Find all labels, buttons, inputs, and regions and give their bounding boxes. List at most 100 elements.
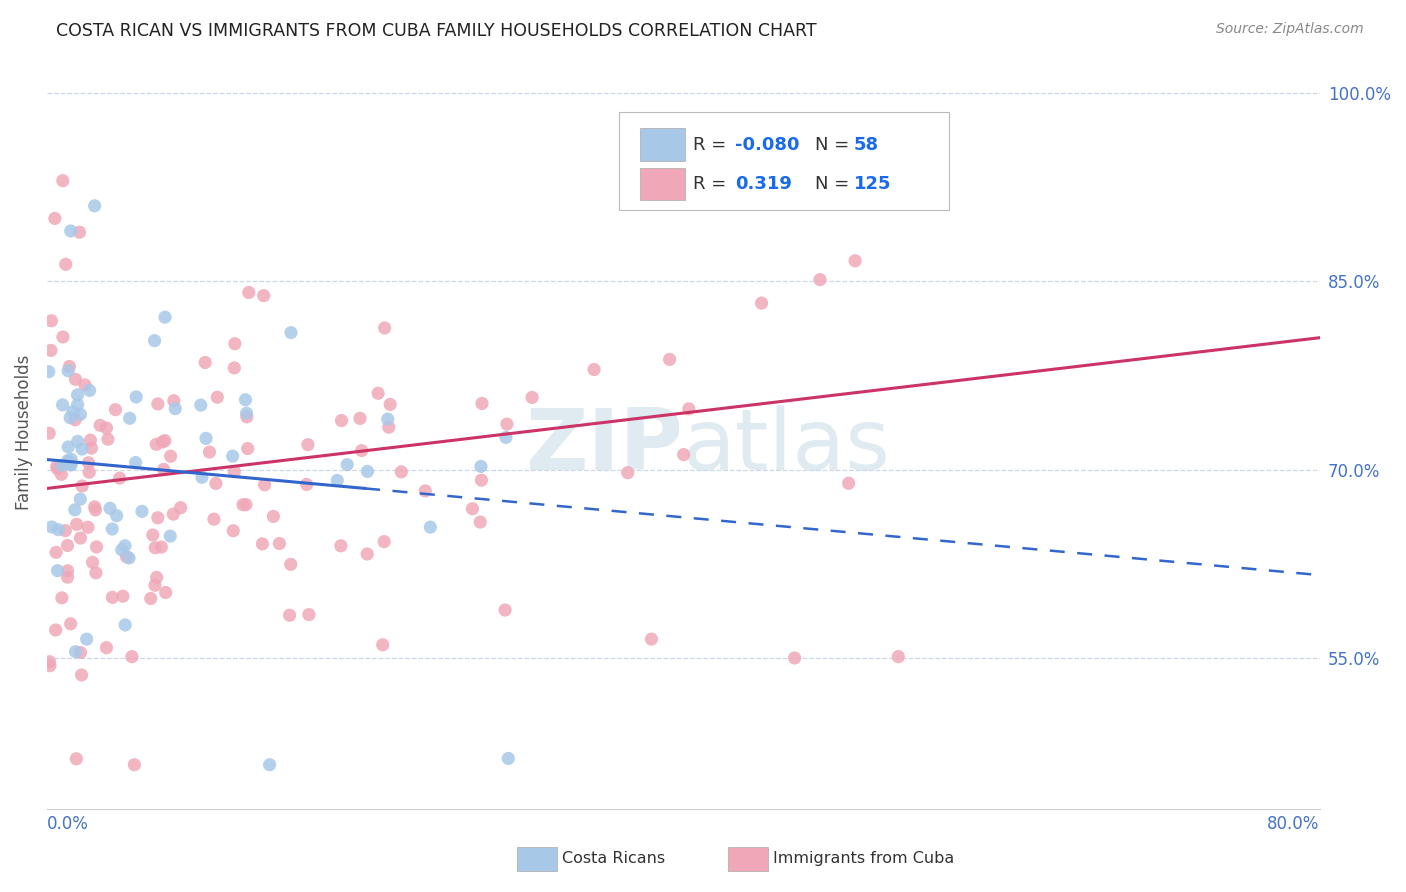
Point — [658, 352, 681, 367]
Point — [59, 224, 82, 238]
Point — [224, 465, 246, 479]
Point — [51, 458, 73, 473]
Text: atlas: atlas — [683, 406, 891, 489]
Point — [44, 211, 66, 226]
Point — [58, 440, 80, 454]
Point — [198, 445, 221, 459]
Point — [45, 545, 67, 559]
Point — [224, 336, 246, 351]
Text: 80.0%: 80.0% — [1267, 815, 1320, 833]
Point — [82, 555, 104, 569]
Point — [235, 392, 257, 407]
Point — [751, 296, 773, 310]
Point — [65, 372, 87, 386]
Point — [41, 520, 63, 534]
Point — [808, 272, 831, 286]
Point — [159, 449, 181, 463]
Point — [330, 413, 353, 427]
Point — [56, 570, 79, 584]
Point — [111, 542, 134, 557]
Point — [96, 421, 118, 435]
Text: Costa Ricans: Costa Ricans — [562, 852, 665, 866]
Point — [389, 465, 412, 479]
Point — [371, 638, 394, 652]
Point — [280, 326, 302, 340]
Point — [56, 564, 79, 578]
Point — [131, 504, 153, 518]
Point — [51, 591, 73, 605]
Point — [38, 365, 60, 379]
Point — [640, 632, 662, 647]
Point — [190, 398, 212, 412]
Point — [152, 462, 174, 476]
Point — [38, 655, 60, 669]
Point — [124, 757, 146, 772]
Point — [63, 503, 86, 517]
Text: R =: R = — [693, 175, 733, 193]
Point — [413, 483, 436, 498]
Point — [69, 645, 91, 659]
Point — [38, 426, 60, 441]
Point — [77, 520, 100, 534]
Point — [232, 498, 254, 512]
Point — [496, 417, 519, 431]
Point — [146, 510, 169, 524]
Point — [470, 473, 492, 487]
Point — [118, 551, 141, 566]
Point — [235, 406, 257, 420]
Point — [121, 649, 143, 664]
Point — [52, 398, 75, 412]
Point — [163, 393, 186, 408]
Point — [326, 474, 349, 488]
Text: 125: 125 — [853, 175, 891, 193]
Point — [56, 453, 79, 467]
Point — [58, 359, 80, 374]
Point — [105, 508, 128, 523]
Point — [169, 500, 191, 515]
Point — [419, 520, 441, 534]
Point — [221, 449, 243, 463]
Point — [329, 539, 352, 553]
Point — [616, 466, 638, 480]
Point — [53, 524, 76, 538]
Point — [46, 523, 69, 537]
Point — [162, 507, 184, 521]
Point — [252, 537, 274, 551]
Point — [38, 658, 60, 673]
Point — [45, 459, 67, 474]
Point — [77, 456, 100, 470]
Text: R =: R = — [693, 136, 733, 153]
Point — [236, 409, 259, 424]
Point — [69, 531, 91, 545]
Point — [79, 433, 101, 447]
Point — [139, 591, 162, 606]
Point — [46, 462, 69, 476]
Point — [253, 478, 276, 492]
Point — [470, 515, 492, 529]
Point — [70, 668, 93, 682]
Point — [152, 435, 174, 450]
Point — [142, 528, 165, 542]
Point — [52, 174, 75, 188]
Point — [159, 529, 181, 543]
Point — [143, 541, 166, 555]
Point — [153, 310, 176, 325]
Point — [838, 476, 860, 491]
Point — [45, 623, 67, 637]
Point — [51, 467, 73, 482]
Point — [678, 401, 700, 416]
Point — [59, 410, 82, 425]
Point — [101, 591, 124, 605]
Point — [66, 388, 89, 402]
Point — [56, 539, 79, 553]
Point — [69, 225, 91, 239]
Point — [297, 437, 319, 451]
Point — [111, 589, 134, 603]
Point — [222, 524, 245, 538]
Text: 0.0%: 0.0% — [46, 815, 89, 833]
Point — [202, 512, 225, 526]
Point — [150, 540, 173, 554]
Point — [62, 405, 84, 419]
Point — [46, 564, 69, 578]
Point — [461, 501, 484, 516]
